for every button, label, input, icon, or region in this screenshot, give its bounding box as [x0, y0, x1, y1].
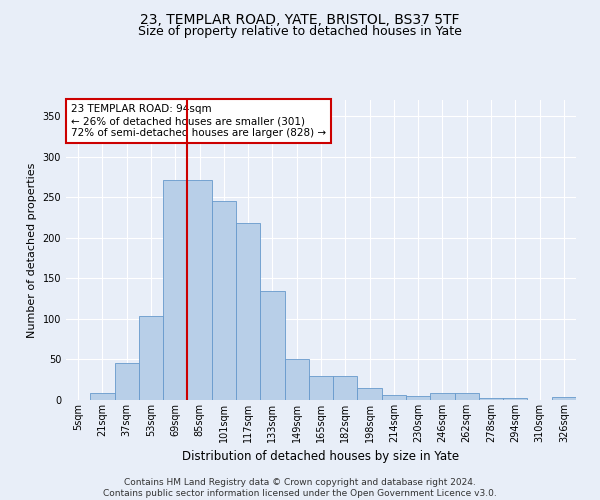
Bar	[115, 362, 139, 400]
Bar	[139, 316, 163, 400]
Text: 23, TEMPLAR ROAD, YATE, BRISTOL, BS37 5TF: 23, TEMPLAR ROAD, YATE, BRISTOL, BS37 5T…	[140, 12, 460, 26]
Bar	[430, 392, 455, 400]
Bar	[479, 398, 503, 400]
Bar	[333, 376, 358, 400]
Bar	[212, 202, 236, 400]
Text: Contains HM Land Registry data © Crown copyright and database right 2024.
Contai: Contains HM Land Registry data © Crown c…	[103, 478, 497, 498]
Bar	[163, 180, 187, 400]
Bar	[90, 392, 115, 400]
Bar	[552, 397, 576, 400]
Bar	[187, 180, 212, 400]
Bar	[406, 396, 430, 400]
Text: Size of property relative to detached houses in Yate: Size of property relative to detached ho…	[138, 25, 462, 38]
Bar	[358, 388, 382, 400]
Bar	[382, 395, 406, 400]
Bar	[284, 360, 309, 400]
Y-axis label: Number of detached properties: Number of detached properties	[27, 162, 37, 338]
Bar	[503, 398, 527, 400]
Bar	[309, 376, 333, 400]
Bar	[455, 392, 479, 400]
Text: 23 TEMPLAR ROAD: 94sqm
← 26% of detached houses are smaller (301)
72% of semi-de: 23 TEMPLAR ROAD: 94sqm ← 26% of detached…	[71, 104, 326, 138]
Bar	[236, 223, 260, 400]
Bar	[260, 292, 284, 400]
X-axis label: Distribution of detached houses by size in Yate: Distribution of detached houses by size …	[182, 450, 460, 464]
